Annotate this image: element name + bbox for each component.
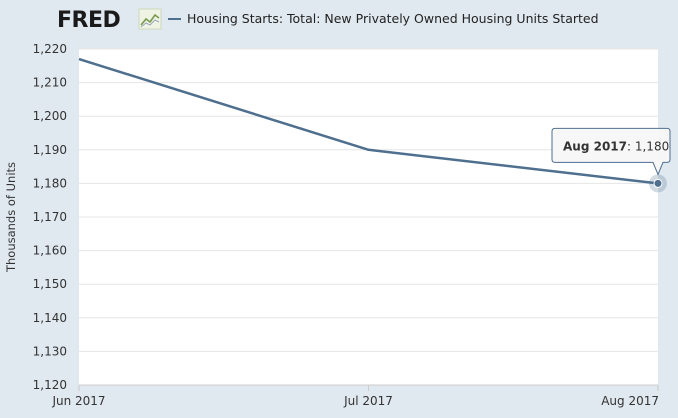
tooltip-value: : 1,180 (627, 139, 669, 153)
y-tick-label: 1,170 (33, 210, 67, 224)
series-housing-starts (78, 57, 667, 193)
y-tick-label: 1,140 (33, 311, 67, 325)
y-tick-label: 1,150 (33, 277, 67, 291)
legend-label: Housing Starts: Total: New Privately Own… (187, 11, 599, 26)
y-tick-label: 1,220 (33, 42, 67, 56)
tooltip-text: Aug 2017: 1,180 (563, 139, 669, 153)
grid-lines (79, 48, 658, 386)
tooltip: Aug 2017: 1,180 (551, 127, 671, 176)
line-graph-icon (138, 8, 162, 30)
x-axis-ticks: Jun 2017 Jul 2017 Aug 2017 (51, 385, 659, 408)
data-point[interactable] (653, 178, 663, 188)
series-line[interactable] (78, 57, 659, 185)
x-tick-label: Jun 2017 (51, 394, 105, 408)
fred-logo[interactable]: FRED (57, 8, 121, 33)
y-tick-label: 1,200 (33, 109, 67, 123)
tooltip-date: Aug 2017 (563, 139, 627, 153)
y-tick-label: 1,160 (33, 244, 67, 258)
y-axis-label: Thousands of Units (4, 162, 18, 273)
y-tick-label: 1,190 (33, 143, 67, 157)
y-tick-label: 1,180 (33, 176, 67, 190)
x-tick-label: Jul 2017 (343, 394, 393, 408)
y-tick-label: 1,120 (33, 378, 67, 392)
x-tick-label: Aug 2017 (601, 394, 659, 408)
header: FRED Housing Starts: Total: New Privatel… (57, 8, 599, 33)
y-tick-label: 1,130 (33, 344, 67, 358)
y-tick-label: 1,210 (33, 76, 67, 90)
y-axis-ticks: 1,120 1,130 1,140 1,150 1,160 1,170 1,180 1,190… (33, 42, 67, 392)
